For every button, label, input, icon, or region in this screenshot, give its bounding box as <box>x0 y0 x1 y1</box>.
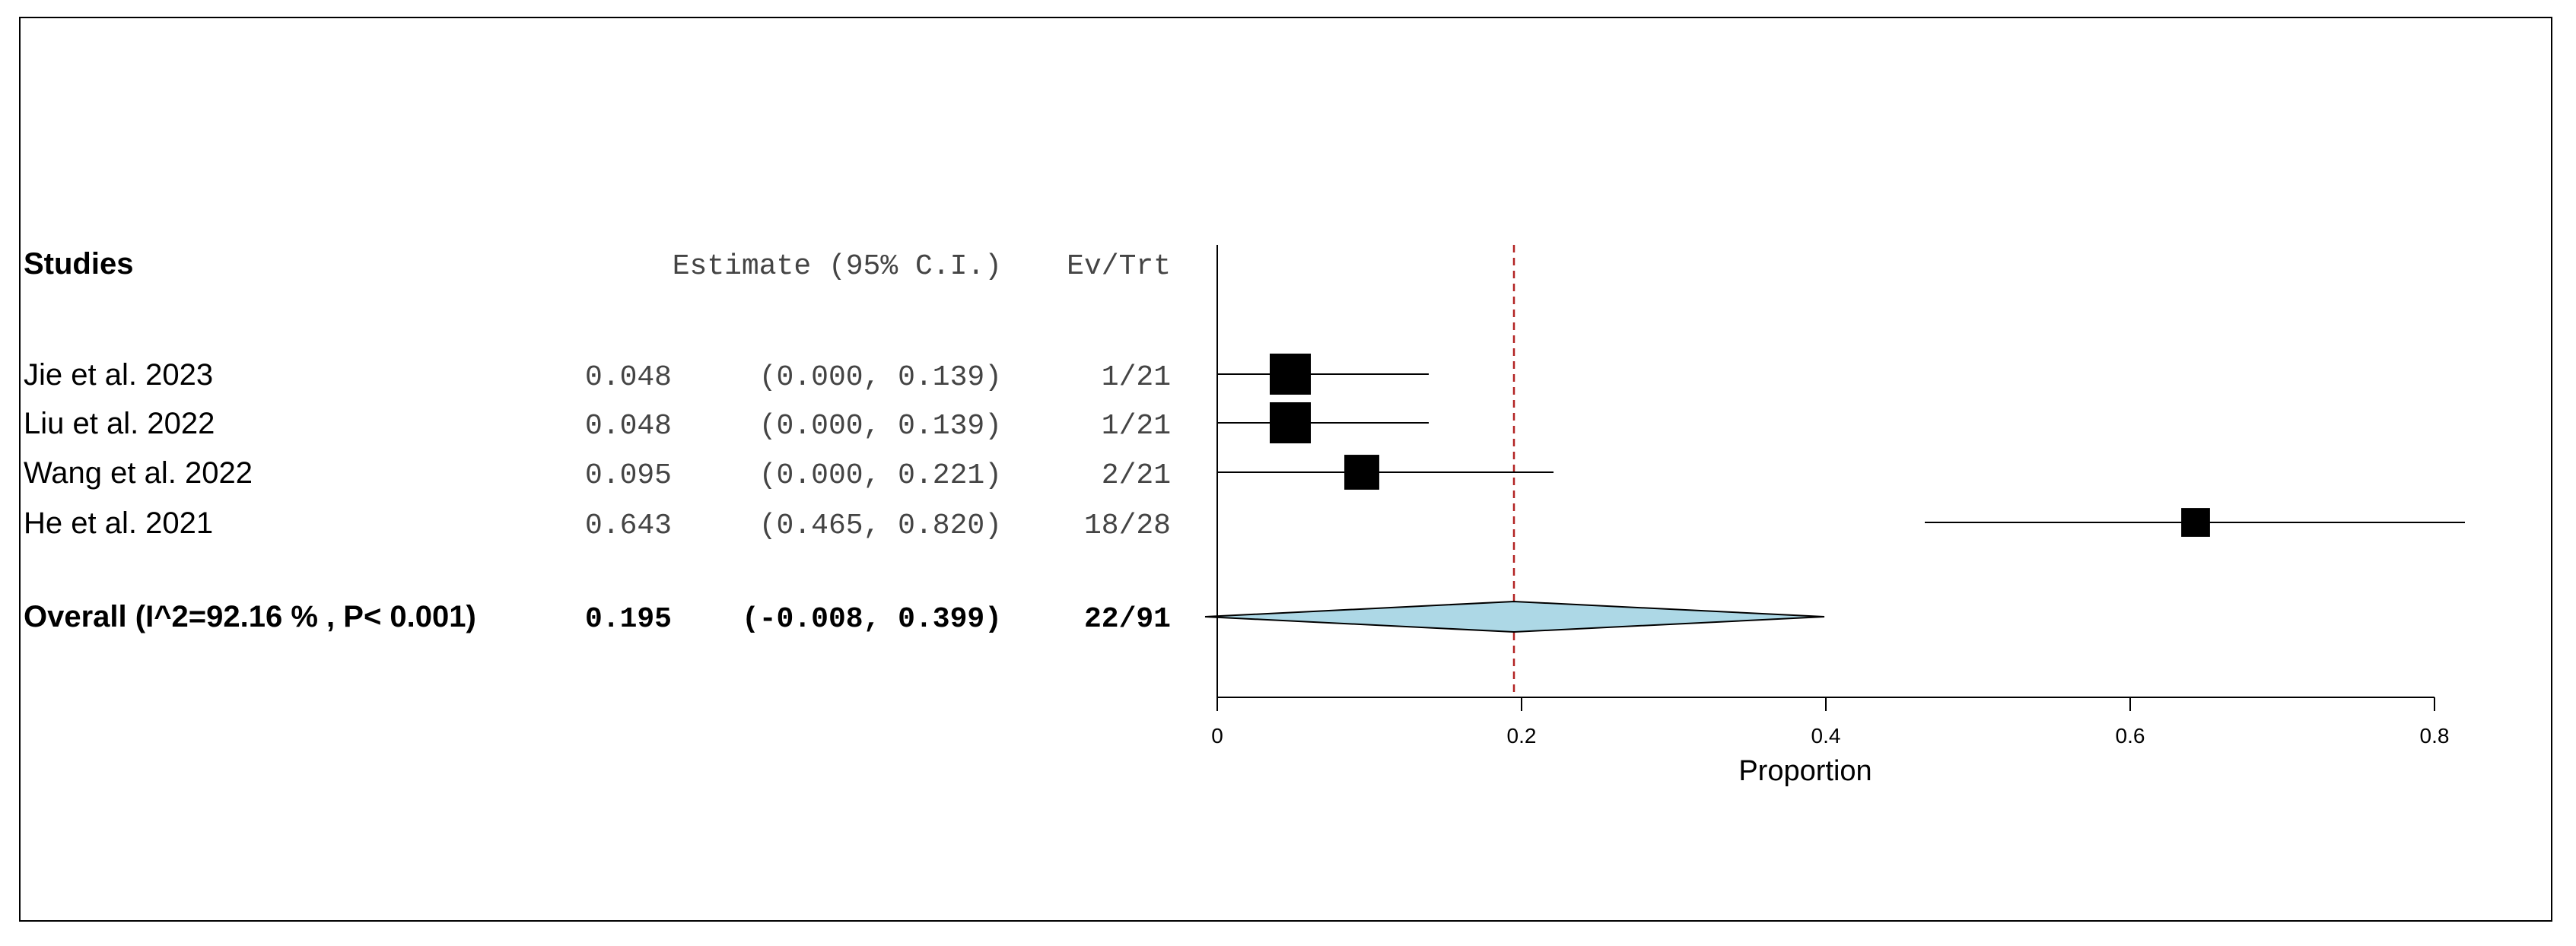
study-evtrt: 1/21 <box>1102 410 1171 443</box>
study-marker <box>2181 508 2210 537</box>
study-evtrt: 1/21 <box>1102 361 1171 394</box>
study-estimate: 0.048 <box>585 361 672 394</box>
overall-label: Overall (I^2=92.16 % , P< 0.001) <box>24 600 476 633</box>
forest-plot-frame: Studies Estimate (95% C.I.) Ev/Trt Jie e… <box>19 17 2552 922</box>
x-tick-label: 0.4 <box>1811 724 1841 748</box>
overall-evtrt: 22/91 <box>1084 603 1171 636</box>
x-tick-label: 0.6 <box>2116 724 2145 748</box>
study-name: He et al. 2021 <box>24 506 213 540</box>
header-evtrt: Ev/Trt <box>1067 250 1171 283</box>
x-tick-label: 0.2 <box>1507 724 1537 748</box>
study-marker <box>1270 354 1311 395</box>
study-estimate: 0.095 <box>585 459 672 492</box>
study-rows: Jie et al. 2023 0.048 (0.000, 0.139) 1/21 Li… <box>24 358 1171 542</box>
overall-estimate: 0.195 <box>585 603 672 636</box>
study-name: Jie et al. 2023 <box>24 358 213 392</box>
overall-ci: (-0.008, 0.399) <box>742 603 1002 636</box>
forest-plot: Studies Estimate (95% C.I.) Ev/Trt Jie e… <box>24 245 2465 787</box>
study-evtrt: 2/21 <box>1102 459 1171 492</box>
x-tick-label: 0.8 <box>2420 724 2450 748</box>
study-marker <box>1344 455 1379 490</box>
study-evtrt: 18/28 <box>1084 510 1171 542</box>
header-estimate: Estimate (95% C.I.) <box>673 250 1002 283</box>
study-estimate: 0.048 <box>585 410 672 443</box>
overall-diamond <box>1204 600 1825 633</box>
study-name: Liu et al. 2022 <box>24 407 215 440</box>
study-name: Wang et al. 2022 <box>24 456 253 490</box>
x-tick-label: 0 <box>1211 724 1223 748</box>
study-marker <box>1270 402 1311 443</box>
plot-marks: 0 0.2 0.4 0.6 0.8 <box>1204 245 2465 748</box>
study-ci: (0.000, 0.221) <box>759 459 1002 492</box>
x-axis-label: Proportion <box>1738 755 1872 787</box>
study-ci: (0.000, 0.139) <box>759 410 1002 443</box>
study-ci: (0.465, 0.820) <box>759 510 1002 542</box>
study-estimate: 0.643 <box>585 510 672 542</box>
header-studies: Studies <box>24 247 133 281</box>
study-ci: (0.000, 0.139) <box>759 361 1002 394</box>
